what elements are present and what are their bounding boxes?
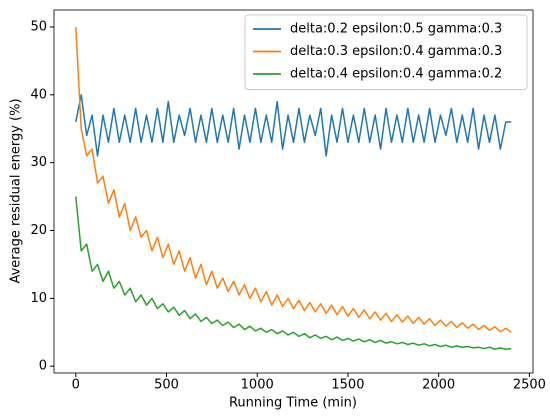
x-tick-label: 500 — [154, 378, 179, 393]
y-axis-label: Average residual energy (%) — [9, 98, 24, 283]
x-tick-label: 1500 — [331, 378, 364, 393]
legend-box — [244, 14, 528, 90]
series-line — [75, 26, 512, 333]
y-tick-label: 50 — [30, 19, 47, 34]
x-tick-label: 2500 — [513, 378, 546, 393]
x-axis-label: Running Time (min) — [229, 396, 357, 411]
y-tick-label: 0 — [39, 359, 47, 374]
y-tick-label: 30 — [30, 155, 47, 170]
series-line — [75, 94, 512, 157]
legend-label: delta:0.3 epsilon:0.4 gamma:0.3 — [290, 44, 502, 59]
y-tick-label: 10 — [30, 291, 47, 306]
legend: delta:0.2 epsilon:0.5 gamma:0.3 delta:0.3… — [244, 14, 528, 90]
legend-label: delta:0.4 epsilon:0.4 gamma:0.2 — [290, 67, 502, 82]
legend-label: delta:0.2 epsilon:0.5 gamma:0.3 — [290, 22, 502, 37]
y-tick-label: 40 — [30, 87, 47, 102]
x-tick-label: 1000 — [241, 378, 274, 393]
series-line — [75, 196, 512, 350]
x-tick-label: 2000 — [422, 378, 455, 393]
x-tick-label: 0 — [72, 378, 80, 393]
y-tick-label: 20 — [30, 223, 47, 238]
plot-frame — [53, 9, 534, 374]
